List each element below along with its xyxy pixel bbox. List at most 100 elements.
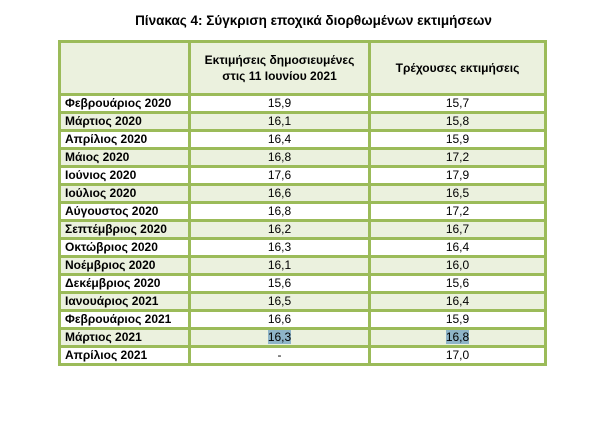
current-cell-text: 16,8 (445, 330, 470, 344)
table-row: Δεκέμβριος 2020 15,6 15,6 (58, 273, 547, 294)
month-cell-text: Φεβρουάριος 2021 (65, 312, 172, 326)
month-cell: Οκτώβριος 2020 (58, 237, 191, 258)
published-cell-text: 15,9 (267, 96, 292, 110)
current-cell-text: 17,2 (445, 204, 470, 218)
current-cell: 15,9 (368, 309, 547, 330)
current-cell-text: 17,2 (445, 150, 470, 164)
comparison-table: Εκτιμήσεις δημοσιευμένες στις 11 Ιουνίου… (58, 40, 547, 366)
published-cell: - (188, 345, 371, 366)
published-cell: 17,6 (188, 165, 371, 186)
header-row: Εκτιμήσεις δημοσιευμένες στις 11 Ιουνίου… (58, 40, 547, 96)
published-cell-text: - (277, 348, 282, 362)
month-cell-text: Μάρτιος 2021 (65, 330, 142, 344)
current-cell-text: 15,8 (445, 114, 470, 128)
month-cell: Αύγουστος 2020 (58, 201, 191, 222)
current-cell-text: 16,4 (445, 294, 470, 308)
table-row: Φεβρουάριος 2021 16,6 15,9 (58, 309, 547, 330)
published-cell-text: 16,2 (267, 222, 292, 236)
table-row: Αύγουστος 2020 16,8 17,2 (58, 201, 547, 222)
published-cell-text: 16,3 (267, 240, 292, 254)
published-cell: 16,5 (188, 291, 371, 312)
current-cell: 16,0 (368, 255, 547, 276)
published-cell-text: 16,1 (267, 258, 292, 272)
month-cell-text: Απρίλιος 2021 (65, 348, 148, 362)
published-cell: 16,8 (188, 201, 371, 222)
month-cell: Απρίλιος 2020 (58, 129, 191, 150)
month-cell-text: Μάιος 2020 (65, 150, 130, 164)
month-cell-text: Οκτώβριος 2020 (65, 240, 158, 254)
month-cell-text: Σεπτέμβριος 2020 (65, 222, 167, 236)
header-published-line2: στις 11 Ιουνίου 2021 (222, 69, 337, 83)
month-cell-text: Μάρτιος 2020 (65, 114, 142, 128)
month-cell-text: Ιούνιος 2020 (65, 168, 137, 182)
table-row: Ιούλιος 2020 16,6 16,5 (58, 183, 547, 204)
table-title: Πίνακας 4: Σύγκριση εποχικά διορθωμένων … (135, 13, 492, 28)
month-cell: Δεκέμβριος 2020 (58, 273, 191, 294)
current-cell: 16,5 (368, 183, 547, 204)
header-published: Εκτιμήσεις δημοσιευμένες στις 11 Ιουνίου… (188, 40, 371, 96)
published-cell-text: 16,4 (267, 132, 292, 146)
current-cell-text: 15,7 (445, 96, 470, 110)
current-cell: 15,7 (368, 93, 547, 114)
month-cell: Ιούλιος 2020 (58, 183, 191, 204)
header-published-line1: Εκτιμήσεις δημοσιευμένες (204, 53, 355, 67)
month-cell-text: Νοέμβριος 2020 (65, 258, 156, 272)
month-cell: Νοέμβριος 2020 (58, 255, 191, 276)
published-cell-text: 16,8 (267, 150, 292, 164)
current-cell: 16,4 (368, 291, 547, 312)
current-cell-text: 15,9 (445, 312, 470, 326)
table-row: Νοέμβριος 2020 16,1 16,0 (58, 255, 547, 276)
current-cell: 17,2 (368, 201, 547, 222)
table-row: Ιούνιος 2020 17,6 17,9 (58, 165, 547, 186)
table-row: Μάιος 2020 16,8 17,2 (58, 147, 547, 168)
published-cell: 16,2 (188, 219, 371, 240)
published-cell: 16,3 (188, 327, 371, 348)
published-cell-text: 16,3 (267, 330, 292, 344)
table-row: Οκτώβριος 2020 16,3 16,4 (58, 237, 547, 258)
current-cell: 15,9 (368, 129, 547, 150)
current-cell-text: 16,7 (445, 222, 470, 236)
table-row: Απρίλιος 2020 16,4 15,9 (58, 129, 547, 150)
published-cell-text: 15,6 (267, 276, 292, 290)
table-row: Φεβρουάριος 2020 15,9 15,7 (58, 93, 547, 114)
month-cell: Μάρτιος 2020 (58, 111, 191, 132)
month-cell: Απρίλιος 2021 (58, 345, 191, 366)
current-cell-text: 16,4 (445, 240, 470, 254)
month-cell-text: Ιανουάριος 2021 (65, 294, 159, 308)
published-cell-text: 17,6 (267, 168, 292, 182)
published-cell-text: 16,5 (267, 294, 292, 308)
published-cell: 16,1 (188, 255, 371, 276)
published-cell: 16,8 (188, 147, 371, 168)
month-cell: Φεβρουάριος 2020 (58, 93, 191, 114)
current-cell: 17,2 (368, 147, 547, 168)
current-cell: 15,8 (368, 111, 547, 132)
published-cell-text: 16,1 (267, 114, 292, 128)
current-cell-text: 16,5 (445, 186, 470, 200)
current-cell: 17,0 (368, 345, 547, 366)
published-cell-text: 16,6 (267, 312, 292, 326)
current-cell: 16,8 (368, 327, 547, 348)
month-cell-text: Δεκέμβριος 2020 (65, 276, 161, 290)
month-cell-text: Φεβρουάριος 2020 (65, 96, 172, 110)
header-empty (58, 40, 191, 96)
published-cell: 15,6 (188, 273, 371, 294)
published-cell-text: 16,6 (267, 186, 292, 200)
published-cell: 16,4 (188, 129, 371, 150)
month-cell: Σεπτέμβριος 2020 (58, 219, 191, 240)
current-cell-text: 17,9 (445, 168, 470, 182)
published-cell: 15,9 (188, 93, 371, 114)
published-cell: 16,6 (188, 309, 371, 330)
current-cell: 16,7 (368, 219, 547, 240)
current-cell: 17,9 (368, 165, 547, 186)
table-row: Απρίλιος 2021 - 17,0 (58, 345, 547, 366)
current-cell-text: 17,0 (445, 348, 470, 362)
table-row: Μάρτιος 2021 16,3 16,8 (58, 327, 547, 348)
month-cell: Μάιος 2020 (58, 147, 191, 168)
month-cell-text: Αύγουστος 2020 (65, 204, 159, 218)
month-cell: Ιούνιος 2020 (58, 165, 191, 186)
published-cell: 16,1 (188, 111, 371, 132)
published-cell: 16,6 (188, 183, 371, 204)
month-cell: Ιανουάριος 2021 (58, 291, 191, 312)
table-row: Μάρτιος 2020 16,1 15,8 (58, 111, 547, 132)
current-cell: 16,4 (368, 237, 547, 258)
